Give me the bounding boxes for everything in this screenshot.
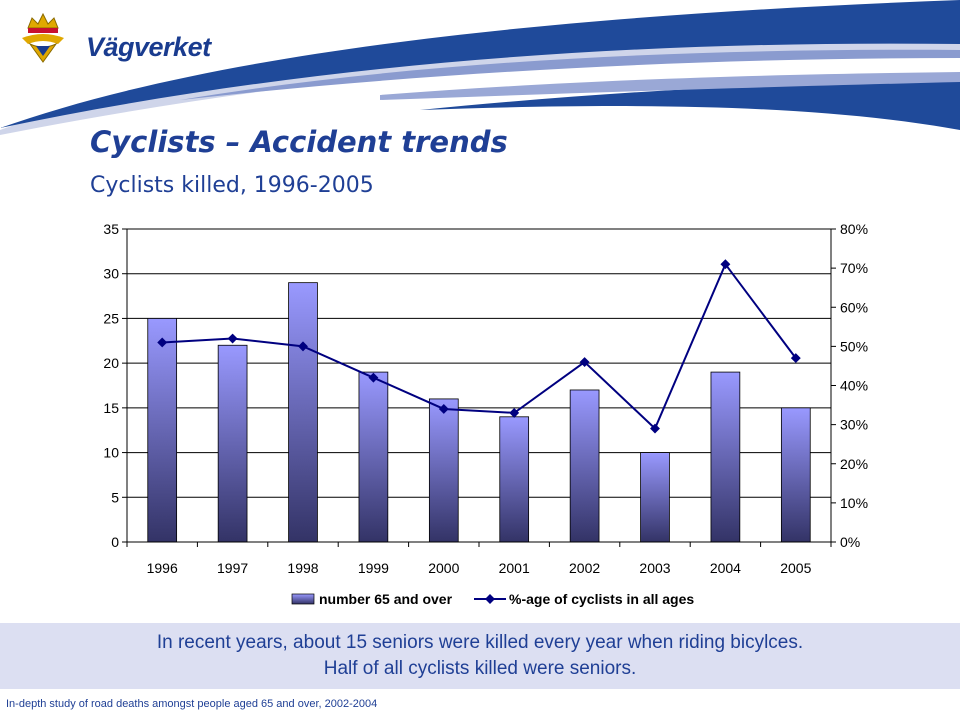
x-tick-label: 1999 (358, 560, 389, 576)
line-marker (650, 423, 660, 434)
x-tick-label: 1996 (147, 560, 178, 576)
y-left-tick-label: 35 (103, 221, 119, 237)
bar (217, 344, 248, 543)
slide-title: Cyclists – Accident trends (90, 125, 508, 159)
x-tick-label: 1997 (217, 560, 248, 576)
axes (122, 228, 836, 547)
combo-chart: 0 5 10 15 20 25 30 35 0% 10% 20% 30% 40% 50% 60% 70% 80%… (103, 221, 868, 607)
caption-box: In recent years, about 15 seniors were k… (0, 623, 960, 689)
y-left-tick-label: 0 (111, 534, 119, 550)
line-marker (509, 407, 520, 418)
y-left-tick-label: 5 (111, 489, 119, 505)
y-right-tick-label: 20% (840, 456, 868, 472)
y-right-tick-label: 0% (840, 534, 860, 550)
bar (569, 389, 600, 543)
bar (780, 407, 811, 543)
x-tick-label: 2005 (780, 560, 811, 576)
y-left-tick-label: 30 (103, 266, 119, 282)
y-right-tick-label: 40% (840, 378, 868, 394)
legend-swatch-marker (485, 594, 495, 604)
y-right-tick-label: 60% (840, 299, 868, 315)
y-left-tick-label: 15 (103, 400, 119, 416)
bar (358, 371, 389, 543)
legend-label-bars: number 65 and over (319, 591, 453, 607)
y-left-tick-label: 10 (103, 445, 119, 461)
caption-line-1: In recent years, about 15 seniors were k… (156, 632, 804, 653)
line-marker (157, 337, 168, 348)
line-marker (368, 372, 379, 383)
tick-labels: 0 5 10 15 20 25 30 35 0% 10% 20% 30% 40% 50% 60% 70% 80%… (103, 221, 868, 576)
header-swoosh (0, 0, 960, 135)
footer-note: In-depth study of road deaths amongst pe… (6, 698, 378, 710)
bar (710, 371, 741, 543)
brand-logo-text: Vägverket (86, 32, 211, 62)
y-right-tick-label: 30% (840, 417, 868, 433)
crown-emblem-icon (22, 12, 64, 63)
y-right-tick-label: 70% (840, 260, 868, 276)
x-tick-label: 2003 (639, 560, 670, 576)
line-marker (227, 333, 238, 344)
line-marker (790, 353, 801, 364)
slide-subtitle: Cyclists killed, 1996-2005 (90, 173, 374, 198)
bar (640, 452, 670, 543)
line-series (157, 259, 801, 434)
bar (428, 398, 459, 543)
y-left-tick-label: 25 (103, 310, 119, 326)
x-tick-label: 2004 (710, 560, 741, 576)
logo: Vägverket (18, 10, 228, 65)
bar (499, 416, 530, 543)
chart-legend: number 65 and over %-age of cyclists in … (291, 591, 694, 607)
bar-series (147, 282, 811, 543)
y-right-tick-label: 80% (840, 221, 868, 237)
bar (147, 318, 178, 543)
y-right-tick-label: 50% (840, 338, 868, 354)
x-tick-label: 1998 (287, 560, 318, 576)
x-tick-label: 2002 (569, 560, 600, 576)
bar (288, 282, 318, 543)
x-tick-label: 2001 (499, 560, 530, 576)
line-marker (720, 259, 731, 270)
x-tick-label: 2000 (428, 560, 459, 576)
legend-swatch-bars (291, 593, 315, 605)
line-path (162, 262, 797, 431)
line-marker (579, 357, 590, 367)
y-right-tick-label: 10% (840, 495, 868, 511)
legend-label-line: %-age of cyclists in all ages (509, 591, 694, 607)
y-left-tick-label: 20 (103, 355, 119, 371)
caption-line-2: Half of all cyclists killed were seniors… (323, 658, 637, 679)
